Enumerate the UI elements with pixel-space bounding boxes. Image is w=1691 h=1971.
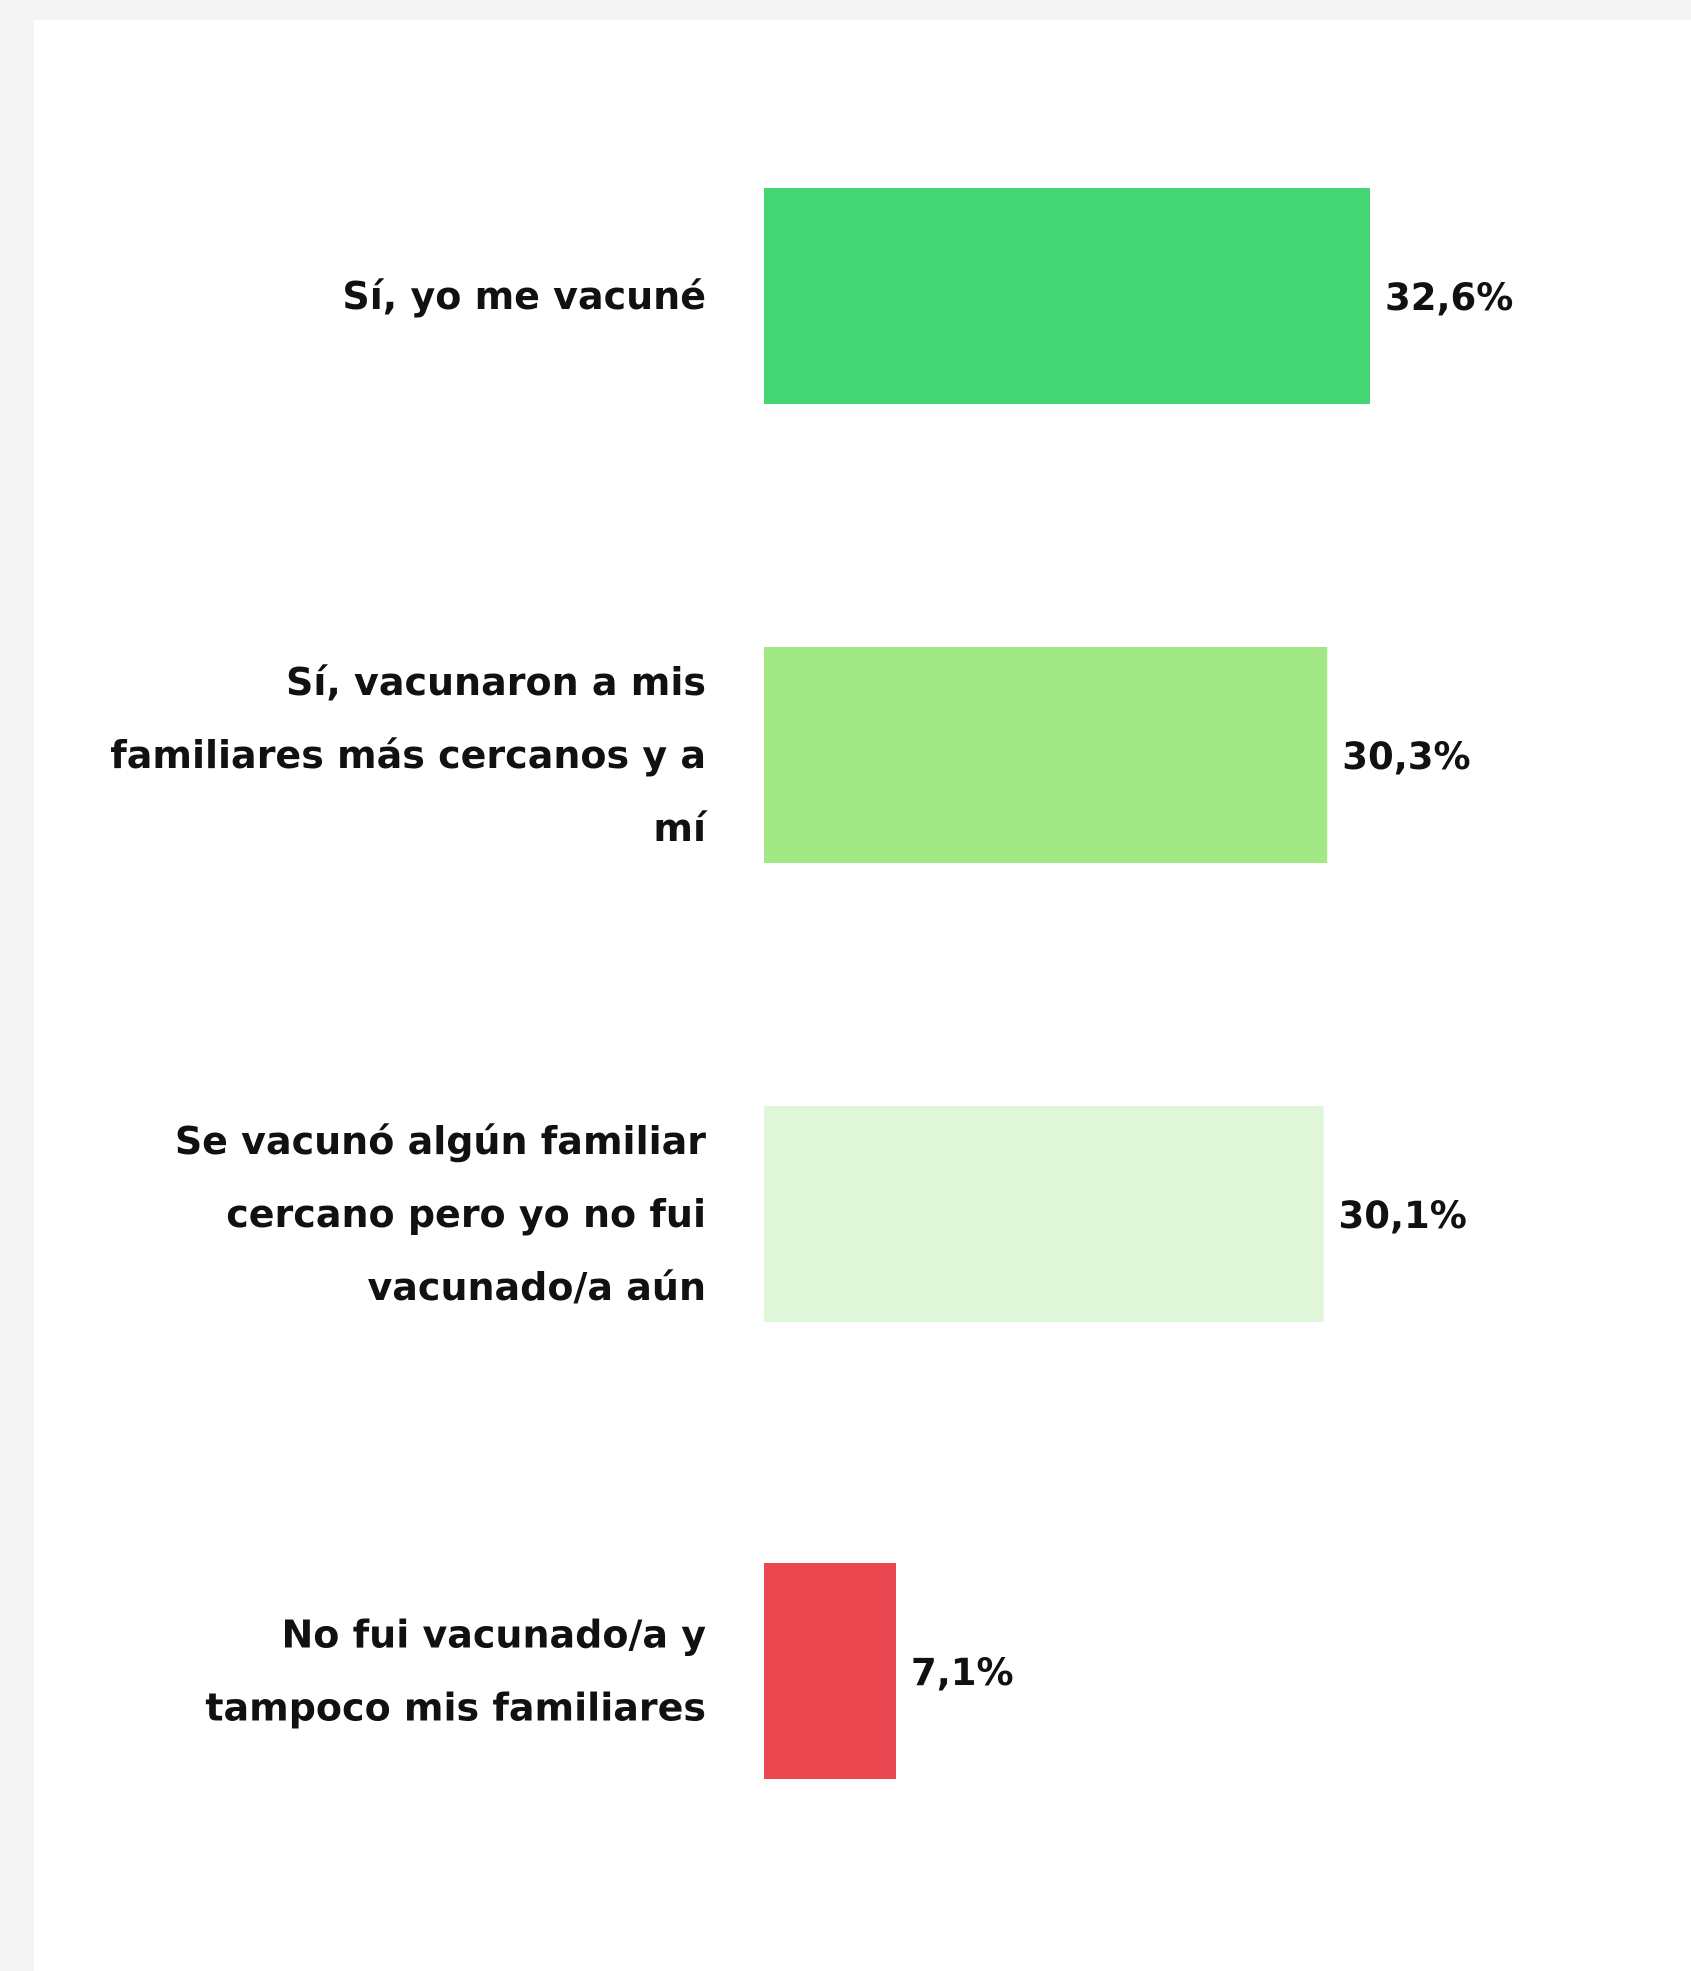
value-label-2: 30,1% [1339, 1194, 1467, 1237]
category-label-2-line-0: Se vacunó algún familiar [175, 1119, 706, 1163]
bar-0 [764, 188, 1370, 404]
value-label-0: 32,6% [1385, 276, 1513, 319]
category-label-2-line-2: vacunado/a aún [368, 1265, 707, 1309]
category-label-1: Sí, vacunaron a mis familiares más cercan… [110, 660, 708, 850]
category-label-0: Sí, yo me vacuné [342, 274, 706, 318]
category-label-1-line-1: familiares más cercanos y a [110, 733, 706, 777]
category-label-1-line-0: Sí, vacunaron a mis [286, 660, 706, 704]
bar-2 [764, 1106, 1324, 1322]
category-label-0-line-0: Sí, yo me vacuné [342, 274, 706, 318]
category-label-3-line-1: tampoco mis familiares [205, 1686, 706, 1730]
category-label-2: Se vacunó algún familiar cercano pero yo … [175, 1119, 706, 1309]
value-label-1: 30,3% [1342, 735, 1470, 778]
category-label-3-line-0: No fui vacunado/a y [282, 1613, 707, 1657]
value-label-3: 7,1% [911, 1651, 1014, 1694]
bar-3 [764, 1563, 896, 1779]
category-label-1-line-2: mí [653, 806, 708, 850]
category-label-3: No fui vacunado/a y tampoco mis familiare… [205, 1613, 706, 1730]
bar-1 [764, 647, 1328, 863]
category-label-2-line-1: cercano pero yo no fui [226, 1192, 706, 1236]
